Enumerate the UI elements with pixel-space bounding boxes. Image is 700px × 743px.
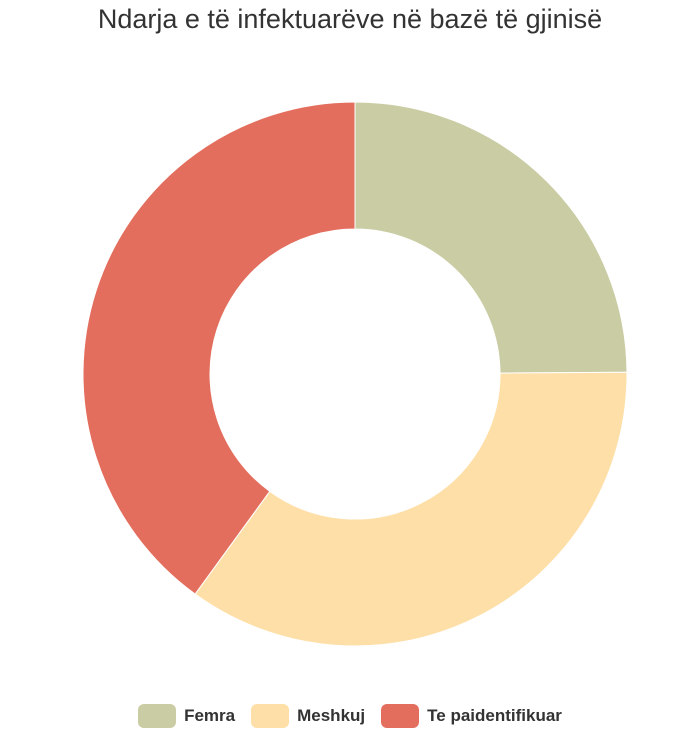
legend-swatch-te-paidentifikuar	[381, 704, 420, 728]
legend-label-femra: Femra	[184, 706, 236, 725]
donut-slice-meshkuj[interactable]	[194, 371, 628, 647]
legend-item-meshkuj[interactable]: Meshkuj	[251, 704, 365, 728]
legend-item-femra[interactable]: Femra	[138, 704, 235, 728]
chart-title: Ndarja e të infektuarëve në bazë të gjin…	[97, 4, 603, 34]
donut-chart	[82, 101, 628, 647]
legend-label-te-paidentifikuar: Te paidentifikuar	[427, 706, 562, 725]
donut-slice-te-paidentifikuar[interactable]	[82, 101, 356, 595]
legend-label-meshkuj: Meshkuj	[297, 706, 366, 725]
donut-slice-femra[interactable]	[354, 101, 628, 374]
chart-legend: Femra Meshkuj Te paidentifikuar	[0, 704, 700, 728]
legend-swatch-femra	[138, 704, 177, 728]
legend-swatch-meshkuj	[251, 704, 290, 728]
legend-item-te-paidentifikuar[interactable]: Te paidentifikuar	[381, 704, 562, 728]
